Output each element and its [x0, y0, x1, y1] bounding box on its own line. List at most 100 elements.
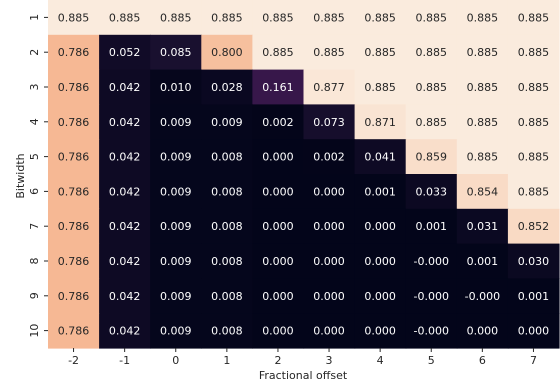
cell-value-label: 0.885 [160, 11, 192, 24]
cell-value-label: 0.885 [364, 46, 396, 59]
cell-value-label: 0.009 [211, 116, 243, 129]
heatmap-cell [405, 104, 458, 140]
y-tick-label: 5 [28, 153, 41, 160]
cell-value-label: 0.877 [313, 81, 345, 94]
heatmap-cell [303, 243, 356, 279]
cell-value-label: 0.009 [160, 151, 192, 164]
cell-value-label: 0.009 [160, 255, 192, 268]
heatmap-cell [48, 139, 100, 175]
cell-value-label: 0.000 [364, 220, 396, 233]
heatmap-cell [354, 139, 407, 175]
heatmap-cell [252, 104, 305, 140]
heatmap-cell [354, 69, 407, 105]
cell-value-label: 0.786 [58, 185, 90, 198]
cell-value-label: 0.009 [160, 185, 192, 198]
cell-value-label: 0.085 [160, 46, 192, 59]
heatmap-cell [252, 34, 305, 71]
cell-value-label: 0.854 [467, 185, 499, 198]
heatmap-cell [201, 69, 253, 105]
heatmap-cell [303, 0, 356, 36]
heatmap-cell [354, 208, 407, 245]
heatmap-cell [252, 313, 305, 349]
cell-value-label: 0.033 [416, 185, 448, 198]
y-axis-ticks: 1 2 3 4 5 6 7 8 9 10 [28, 14, 48, 338]
heatmap-cell [456, 0, 509, 36]
x-tick-label: -2 [68, 354, 79, 367]
cell-value-label: 0.859 [416, 151, 448, 164]
x-tick-label: -1 [119, 354, 130, 367]
heatmap-cell [405, 0, 458, 36]
heatmap-cell [150, 174, 202, 210]
heatmap-cell [507, 139, 560, 175]
x-tick-label: 5 [428, 354, 435, 367]
heatmap-cell [99, 208, 151, 245]
cell-value-label: 0.000 [364, 255, 396, 268]
cell-value-label: 0.009 [160, 290, 192, 303]
y-tick-label: 3 [28, 84, 41, 91]
heatmap-cell [303, 208, 356, 245]
cell-value-label: 0.885 [416, 11, 448, 24]
x-tick-label: 3 [326, 354, 333, 367]
heatmap-cell [252, 278, 305, 314]
cell-value-label: 0.852 [518, 220, 550, 233]
heatmap-cell [201, 104, 253, 140]
cell-value-label: 0.786 [58, 46, 90, 59]
y-tick-label: 8 [28, 258, 41, 265]
heatmap-cell [507, 69, 560, 105]
heatmap-cell [150, 313, 202, 349]
cell-value-label: 0.000 [262, 255, 294, 268]
cell-value-label: 0.001 [467, 255, 499, 268]
heatmap-cell [405, 139, 458, 175]
cell-value-label: 0.800 [211, 46, 243, 59]
heatmap-cell [252, 0, 305, 36]
cell-value-label: 0.008 [211, 325, 243, 338]
heatmap-cell [150, 243, 202, 279]
cell-value-label: 0.885 [262, 11, 294, 24]
cell-value-label: 0.885 [518, 185, 550, 198]
cell-value-label: 0.885 [467, 11, 499, 24]
y-tick-label: 1 [28, 14, 41, 21]
x-tick-label: 7 [530, 354, 537, 367]
heatmap-cell [150, 139, 202, 175]
cell-value-label: 0.008 [211, 185, 243, 198]
heatmap-cell [507, 104, 560, 140]
heatmap-cell [405, 174, 458, 210]
heatmap-cell [150, 34, 202, 71]
cell-value-label: 0.008 [211, 220, 243, 233]
cell-value-label: 0.042 [109, 325, 141, 338]
y-tick-label: 9 [28, 292, 41, 299]
heatmap-cell [48, 0, 100, 36]
heatmap-cell [303, 34, 356, 71]
cell-value-label: 0.885 [467, 151, 499, 164]
cell-value-label: 0.885 [467, 46, 499, 59]
heatmap-cell [252, 69, 305, 105]
heatmap-cell [354, 34, 407, 71]
cell-value-label: 0.786 [58, 220, 90, 233]
heatmap-cell [48, 243, 100, 279]
cell-value-label: 0.885 [518, 116, 550, 129]
heatmap-cell [201, 208, 253, 245]
heatmap-cell [354, 174, 407, 210]
x-tick-label: 6 [479, 354, 486, 367]
cell-value-label: 0.871 [364, 116, 396, 129]
cell-value-label: 0.786 [58, 116, 90, 129]
cell-value-label: 0.001 [364, 185, 396, 198]
cell-value-label: 0.073 [313, 116, 345, 129]
heatmap-cell [405, 69, 458, 105]
cell-value-label: 0.000 [262, 185, 294, 198]
heatmap-cell [456, 313, 509, 349]
cell-value-label: 0.885 [518, 11, 550, 24]
heatmap-cell [354, 0, 407, 36]
heatmap-cell [99, 278, 151, 314]
cell-value-label: 0.000 [262, 151, 294, 164]
x-tick-label: 0 [172, 354, 179, 367]
cell-value-label: 0.885 [211, 11, 243, 24]
heatmap-cell [201, 243, 253, 279]
cell-value-label: 0.042 [109, 151, 141, 164]
heatmap-cell [201, 139, 253, 175]
cell-value-label: 0.052 [109, 46, 141, 59]
heatmap-cell [201, 313, 253, 349]
heatmap-cell [99, 0, 151, 36]
cell-value-label: 0.009 [160, 220, 192, 233]
heatmap-cell [507, 174, 560, 210]
